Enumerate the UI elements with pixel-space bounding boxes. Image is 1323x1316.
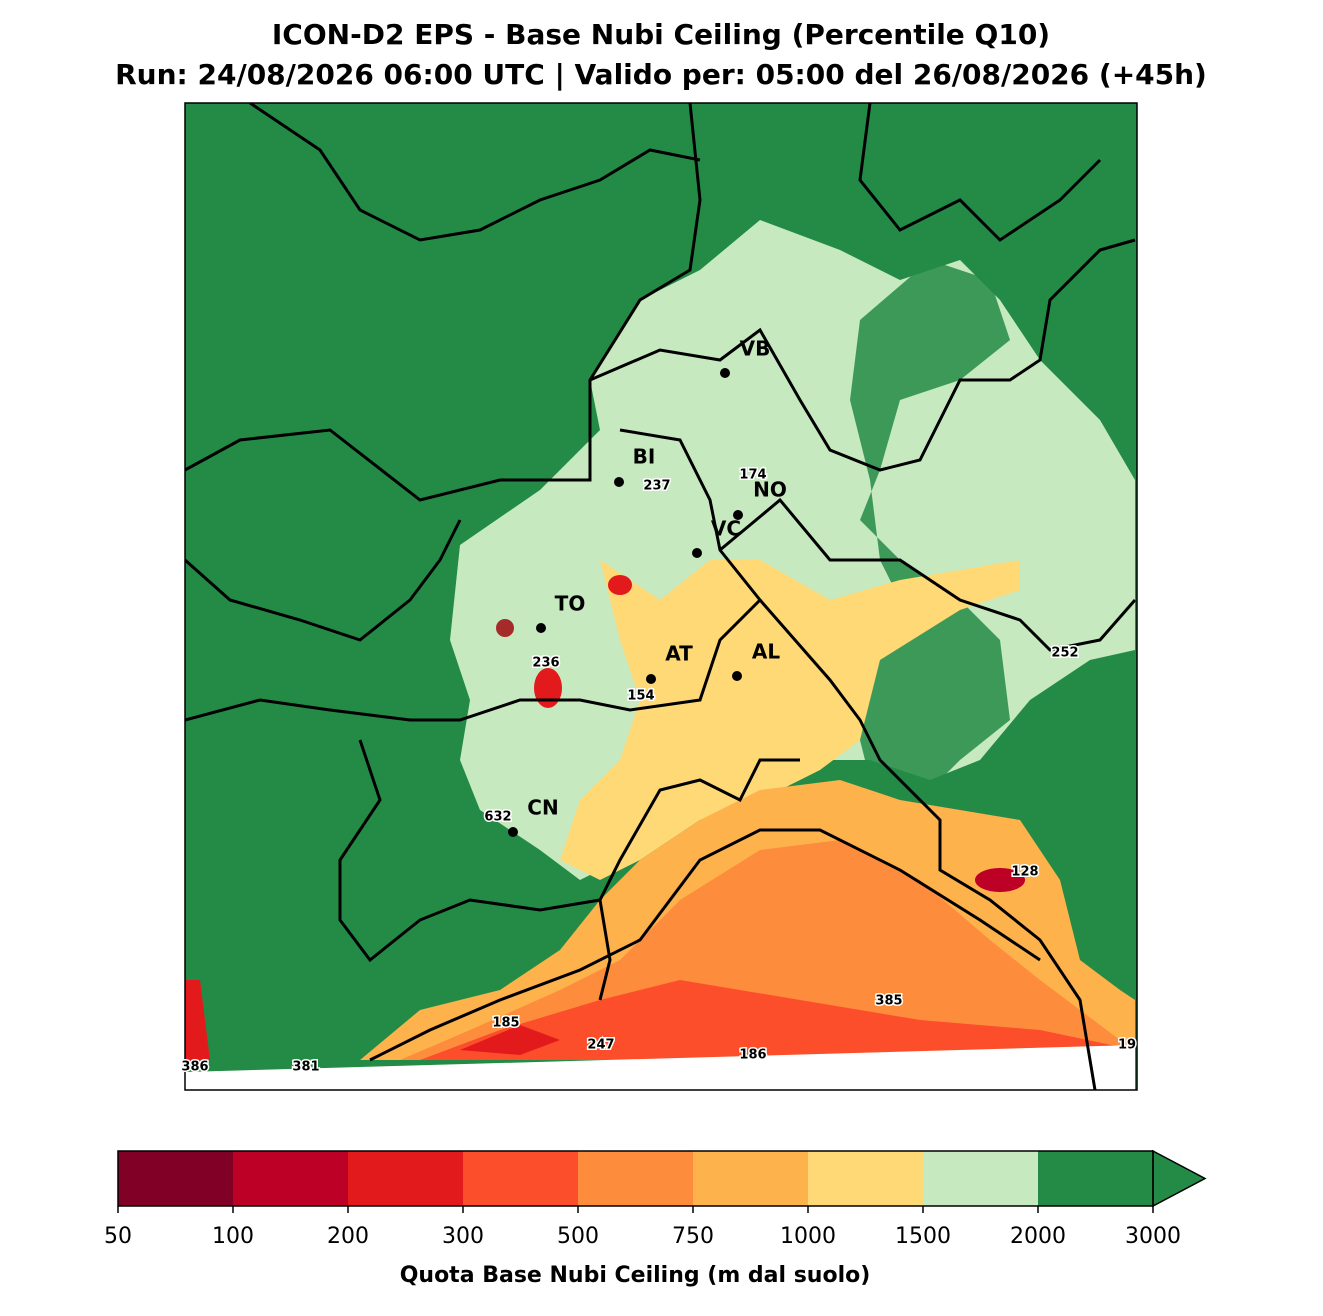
- region-1000: [560, 560, 1020, 880]
- value-annotation: 236: [532, 656, 559, 671]
- city-label: AT: [665, 642, 693, 666]
- colorbar-segment: [693, 1151, 808, 1206]
- no-data: [185, 1045, 1135, 1090]
- value-annotation: 385: [875, 994, 902, 1009]
- colorbar-tick-label: 50: [104, 1224, 132, 1249]
- border: [369, 828, 1041, 1062]
- colorbar-tick-label: 3000: [1125, 1224, 1181, 1249]
- map-frame: [184, 102, 1138, 1091]
- colorbar-tick-label: 750: [672, 1224, 714, 1249]
- region-300: [420, 980, 1135, 1060]
- colorbar-segment: [578, 1151, 693, 1206]
- value-annotation: 632: [484, 810, 511, 825]
- colorbar-segment: [463, 1151, 578, 1206]
- value-annotation: 381: [292, 1060, 319, 1075]
- city-label: VC: [711, 517, 741, 541]
- red-patch: [975, 868, 1025, 892]
- colorbar-tick-label: 100: [212, 1224, 254, 1249]
- colorbar-segment: [1038, 1151, 1153, 1206]
- region-green: [840, 260, 1010, 820]
- colorbar-tick-label: 1000: [780, 1224, 836, 1249]
- city-dot: [614, 477, 624, 487]
- city-label: CN: [527, 796, 558, 820]
- value-annotation: 185: [492, 1016, 519, 1031]
- title-line2: Run: 24/08/2026 06:00 UTC | Valido per: …: [115, 58, 1207, 91]
- city-label: NO: [753, 478, 787, 502]
- border: [338, 739, 800, 963]
- value-annotation: 186: [739, 1048, 766, 1063]
- title-line1: ICON-D2 EPS - Base Nubi Ceiling (Percent…: [272, 18, 1050, 51]
- city-dot: [692, 548, 702, 558]
- colorbar-frame: [117, 1150, 1154, 1207]
- border: [185, 428, 763, 722]
- colorbar-segment: [233, 1151, 348, 1206]
- city-dot: [733, 510, 743, 520]
- colorbar-tick-label: 2000: [1010, 1224, 1066, 1249]
- border: [758, 599, 1097, 1090]
- colorbar-tick-label: 1500: [895, 1224, 951, 1249]
- location-marker: [496, 619, 514, 637]
- city-label: VB: [740, 337, 771, 361]
- border: [719, 497, 1137, 652]
- colorbar-tick-label: 500: [557, 1224, 599, 1249]
- colorbar-segment: [808, 1151, 923, 1206]
- city-label: TO: [555, 592, 586, 616]
- colorbar-extension: [1152, 1149, 1207, 1208]
- value-annotation: 174: [739, 468, 766, 483]
- border: [185, 103, 1102, 1001]
- value-annotation: 386: [181, 1060, 208, 1075]
- city-dot: [508, 827, 518, 837]
- value-annotation: 247: [587, 1038, 614, 1053]
- colorbar-segment: [118, 1151, 233, 1206]
- city-label: AL: [752, 640, 780, 664]
- city-label: BI: [633, 445, 656, 469]
- colorbar-label: Quota Base Nubi Ceiling (m dal suolo): [400, 1263, 871, 1288]
- city-dot: [732, 671, 742, 681]
- city-dot: [536, 623, 546, 633]
- city-dot: [646, 674, 656, 684]
- value-annotation: 128: [1011, 865, 1038, 880]
- value-annotation: 154: [627, 689, 654, 704]
- map: VB BI NO VC TO AT AL CN 174 237 236 154 252 632 128 38…: [180, 102, 1138, 1091]
- colorbar-tick-label: 300: [442, 1224, 484, 1249]
- colorbar-segment: [923, 1151, 1038, 1206]
- red-patch: [608, 575, 632, 595]
- red-patch: [534, 668, 562, 708]
- colorbar-segment: [348, 1151, 463, 1206]
- value-annotation: 237: [643, 479, 670, 494]
- border: [589, 238, 1136, 472]
- value-annotation: 252: [1051, 646, 1078, 661]
- value-annotation: 19: [1118, 1038, 1136, 1053]
- city-dot: [720, 368, 730, 378]
- colorbar-tick-label: 200: [327, 1224, 369, 1249]
- border: [185, 103, 702, 502]
- colorbar: 50 100 200 300 500 750 1000 1500 2000 3000: [104, 1149, 1207, 1249]
